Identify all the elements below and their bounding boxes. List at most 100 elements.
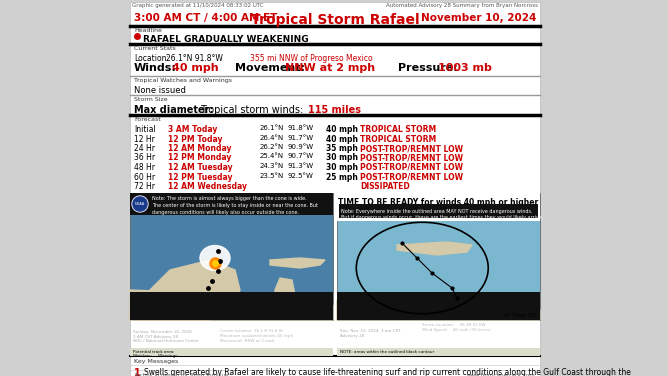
FancyBboxPatch shape xyxy=(337,193,540,320)
Text: POST-TROP/REMNT LOW: POST-TROP/REMNT LOW xyxy=(360,173,463,182)
FancyBboxPatch shape xyxy=(130,193,333,320)
FancyBboxPatch shape xyxy=(130,348,333,356)
Text: POST-TROP/REMNT LOW: POST-TROP/REMNT LOW xyxy=(360,163,463,172)
Text: Potential track area:: Potential track area: xyxy=(133,350,174,354)
Text: Max diameter:: Max diameter: xyxy=(134,105,214,115)
Text: 60 Hr: 60 Hr xyxy=(134,173,155,182)
FancyBboxPatch shape xyxy=(339,204,538,218)
Text: 3 AM Today: 3 AM Today xyxy=(168,125,217,134)
Text: 12 PM Tuesday: 12 PM Tuesday xyxy=(168,173,232,182)
Circle shape xyxy=(133,197,147,211)
FancyBboxPatch shape xyxy=(130,193,333,215)
Text: 91.8°W: 91.8°W xyxy=(288,125,314,131)
Text: 1003 mb: 1003 mb xyxy=(438,63,492,73)
Text: Center location: 26.1 N 91.8 W: Center location: 26.1 N 91.8 W xyxy=(220,329,283,333)
Text: Current Stats: Current Stats xyxy=(134,46,176,51)
Text: NNW at 2 mph: NNW at 2 mph xyxy=(285,63,375,73)
Text: 91.3°W: 91.3°W xyxy=(288,163,314,169)
Text: NHC / National Hurricane Center: NHC / National Hurricane Center xyxy=(133,339,199,343)
Text: Sun, Nov. 10, 2024  3 am CST: Sun, Nov. 10, 2024 3 am CST xyxy=(340,329,401,333)
Text: RAFAEL GRADUALLY WEAKENING: RAFAEL GRADUALLY WEAKENING xyxy=(143,35,309,44)
Text: NOTE: areas within the outlined black contour: NOTE: areas within the outlined black co… xyxy=(340,350,434,354)
FancyBboxPatch shape xyxy=(337,348,540,356)
Text: 92.5°W: 92.5°W xyxy=(288,173,314,179)
Text: Tropical Storm Rafael: Tropical Storm Rafael xyxy=(133,323,200,328)
Text: 12 AM Tuesday: 12 AM Tuesday xyxy=(168,163,232,172)
Text: 26.2°N: 26.2°N xyxy=(260,144,285,150)
Text: None issued: None issued xyxy=(134,86,186,95)
Text: 90.9°W: 90.9°W xyxy=(288,144,314,150)
Text: Swells generated by Rafael are likely to cause life-threatening surf and rip cur: Swells generated by Rafael are likely to… xyxy=(144,368,631,376)
Text: All Times CST: All Times CST xyxy=(504,313,537,318)
Text: 26.4°N: 26.4°N xyxy=(260,135,285,141)
Text: Movement: NNW at 2 mph: Movement: NNW at 2 mph xyxy=(220,339,275,343)
Text: Tropical Watches and Warnings: Tropical Watches and Warnings xyxy=(134,78,232,83)
Text: TROPICAL STORM: TROPICAL STORM xyxy=(360,125,436,134)
Text: 24 Hr: 24 Hr xyxy=(134,144,155,153)
Text: POST-TROP/REMNT LOW: POST-TROP/REMNT LOW xyxy=(360,144,463,153)
Text: Pressure:: Pressure: xyxy=(398,63,458,73)
Polygon shape xyxy=(397,242,472,255)
FancyBboxPatch shape xyxy=(130,2,540,376)
Text: Movement:: Movement: xyxy=(235,63,305,73)
Text: Storm Location:    26.1N 91.8W: Storm Location: 26.1N 91.8W xyxy=(422,323,486,327)
Text: 91.7°W: 91.7°W xyxy=(288,135,314,141)
Ellipse shape xyxy=(200,246,230,270)
Text: TIME TO BE READY for winds 40 mph or higher: TIME TO BE READY for winds 40 mph or hig… xyxy=(339,198,538,207)
Text: Winds:: Winds: xyxy=(134,63,177,73)
Polygon shape xyxy=(275,278,295,305)
Text: 40 mph: 40 mph xyxy=(326,125,358,134)
Text: Technical design by Tomo Tomisue: Technical design by Tomo Tomisue xyxy=(134,373,228,376)
Text: Automated Advisory 28 Summary from Bryan Norcross: Automated Advisory 28 Summary from Bryan… xyxy=(386,3,538,8)
FancyBboxPatch shape xyxy=(130,292,333,320)
Polygon shape xyxy=(270,258,325,268)
Text: Tropical Storm Rafael: Tropical Storm Rafael xyxy=(340,323,407,328)
Text: Maximum sustained winds: 40 mph: Maximum sustained winds: 40 mph xyxy=(220,334,293,338)
Text: 90.7°W: 90.7°W xyxy=(288,153,314,159)
Text: 26.1°N 91.8°W: 26.1°N 91.8°W xyxy=(166,54,223,63)
Polygon shape xyxy=(130,290,333,320)
Text: www.hurricanetrack.com: www.hurricanetrack.com xyxy=(467,373,536,376)
Text: 12 AM Monday: 12 AM Monday xyxy=(168,144,232,153)
Text: Tropical Storm Rafael: Tropical Storm Rafael xyxy=(250,13,420,27)
FancyBboxPatch shape xyxy=(337,292,540,320)
Text: 23.5°N: 23.5°N xyxy=(260,173,285,179)
Text: 25.4°N: 25.4°N xyxy=(260,153,284,159)
Text: Storm Size: Storm Size xyxy=(134,97,168,102)
Text: NOAA: NOAA xyxy=(135,202,145,206)
Text: Tropical storm winds:: Tropical storm winds: xyxy=(200,105,303,115)
Text: Headline: Headline xyxy=(134,28,162,33)
Text: Forecast positions:: Forecast positions: xyxy=(295,323,347,328)
Text: 40 mph: 40 mph xyxy=(326,135,358,144)
Text: 48 Hr: 48 Hr xyxy=(134,163,155,172)
Text: November 10, 2024: November 10, 2024 xyxy=(421,13,536,23)
Polygon shape xyxy=(130,260,240,320)
Text: 3:00 AM CT / 4:00 AM ET: 3:00 AM CT / 4:00 AM ET xyxy=(134,13,277,23)
Text: 12 AM Wednesday: 12 AM Wednesday xyxy=(168,182,247,191)
Text: Initial: Initial xyxy=(134,125,156,134)
Text: Forecast: Forecast xyxy=(134,117,161,122)
Text: 1: 1 xyxy=(134,368,141,376)
Text: DISSIPATED: DISSIPATED xyxy=(360,182,409,191)
Text: The center of the storm is likely to stay inside or near the cone. But: The center of the storm is likely to sta… xyxy=(152,203,318,208)
Text: Location:: Location: xyxy=(134,54,169,63)
Text: Watches:     Warnings:: Watches: Warnings: xyxy=(133,354,178,358)
Text: 40 mph: 40 mph xyxy=(172,63,218,73)
Text: 3 AM CST Advisory 28: 3 AM CST Advisory 28 xyxy=(133,335,178,339)
Circle shape xyxy=(132,196,148,212)
Text: Graphic generated at 11/10/2024 08:33:02 UTC: Graphic generated at 11/10/2024 08:33:02… xyxy=(132,3,263,8)
Text: 72 Hr: 72 Hr xyxy=(134,182,155,191)
Text: 36 Hr: 36 Hr xyxy=(134,153,155,162)
Text: Note: The storm is almost always bigger than the cone is wide.: Note: The storm is almost always bigger … xyxy=(152,196,307,201)
Text: Sunday, November 10, 2024: Sunday, November 10, 2024 xyxy=(133,330,192,334)
Text: 115 miles: 115 miles xyxy=(308,105,361,115)
Text: 355 mi NNW of Progreso Mexico: 355 mi NNW of Progreso Mexico xyxy=(250,54,373,63)
FancyBboxPatch shape xyxy=(337,193,540,221)
Text: Current Information:: Current Information: xyxy=(220,323,277,328)
Text: 26.1°N: 26.1°N xyxy=(260,125,285,131)
Text: But if dangerous winds occur, these are the earliest times they would likely arr: But if dangerous winds occur, these are … xyxy=(341,215,543,220)
Text: 12 PM Monday: 12 PM Monday xyxy=(168,153,231,162)
Text: 30 mph: 30 mph xyxy=(326,153,358,162)
Text: Key Messages: Key Messages xyxy=(134,359,178,364)
Text: Wind Speed:    40 mph (35 knots): Wind Speed: 40 mph (35 knots) xyxy=(422,328,491,332)
